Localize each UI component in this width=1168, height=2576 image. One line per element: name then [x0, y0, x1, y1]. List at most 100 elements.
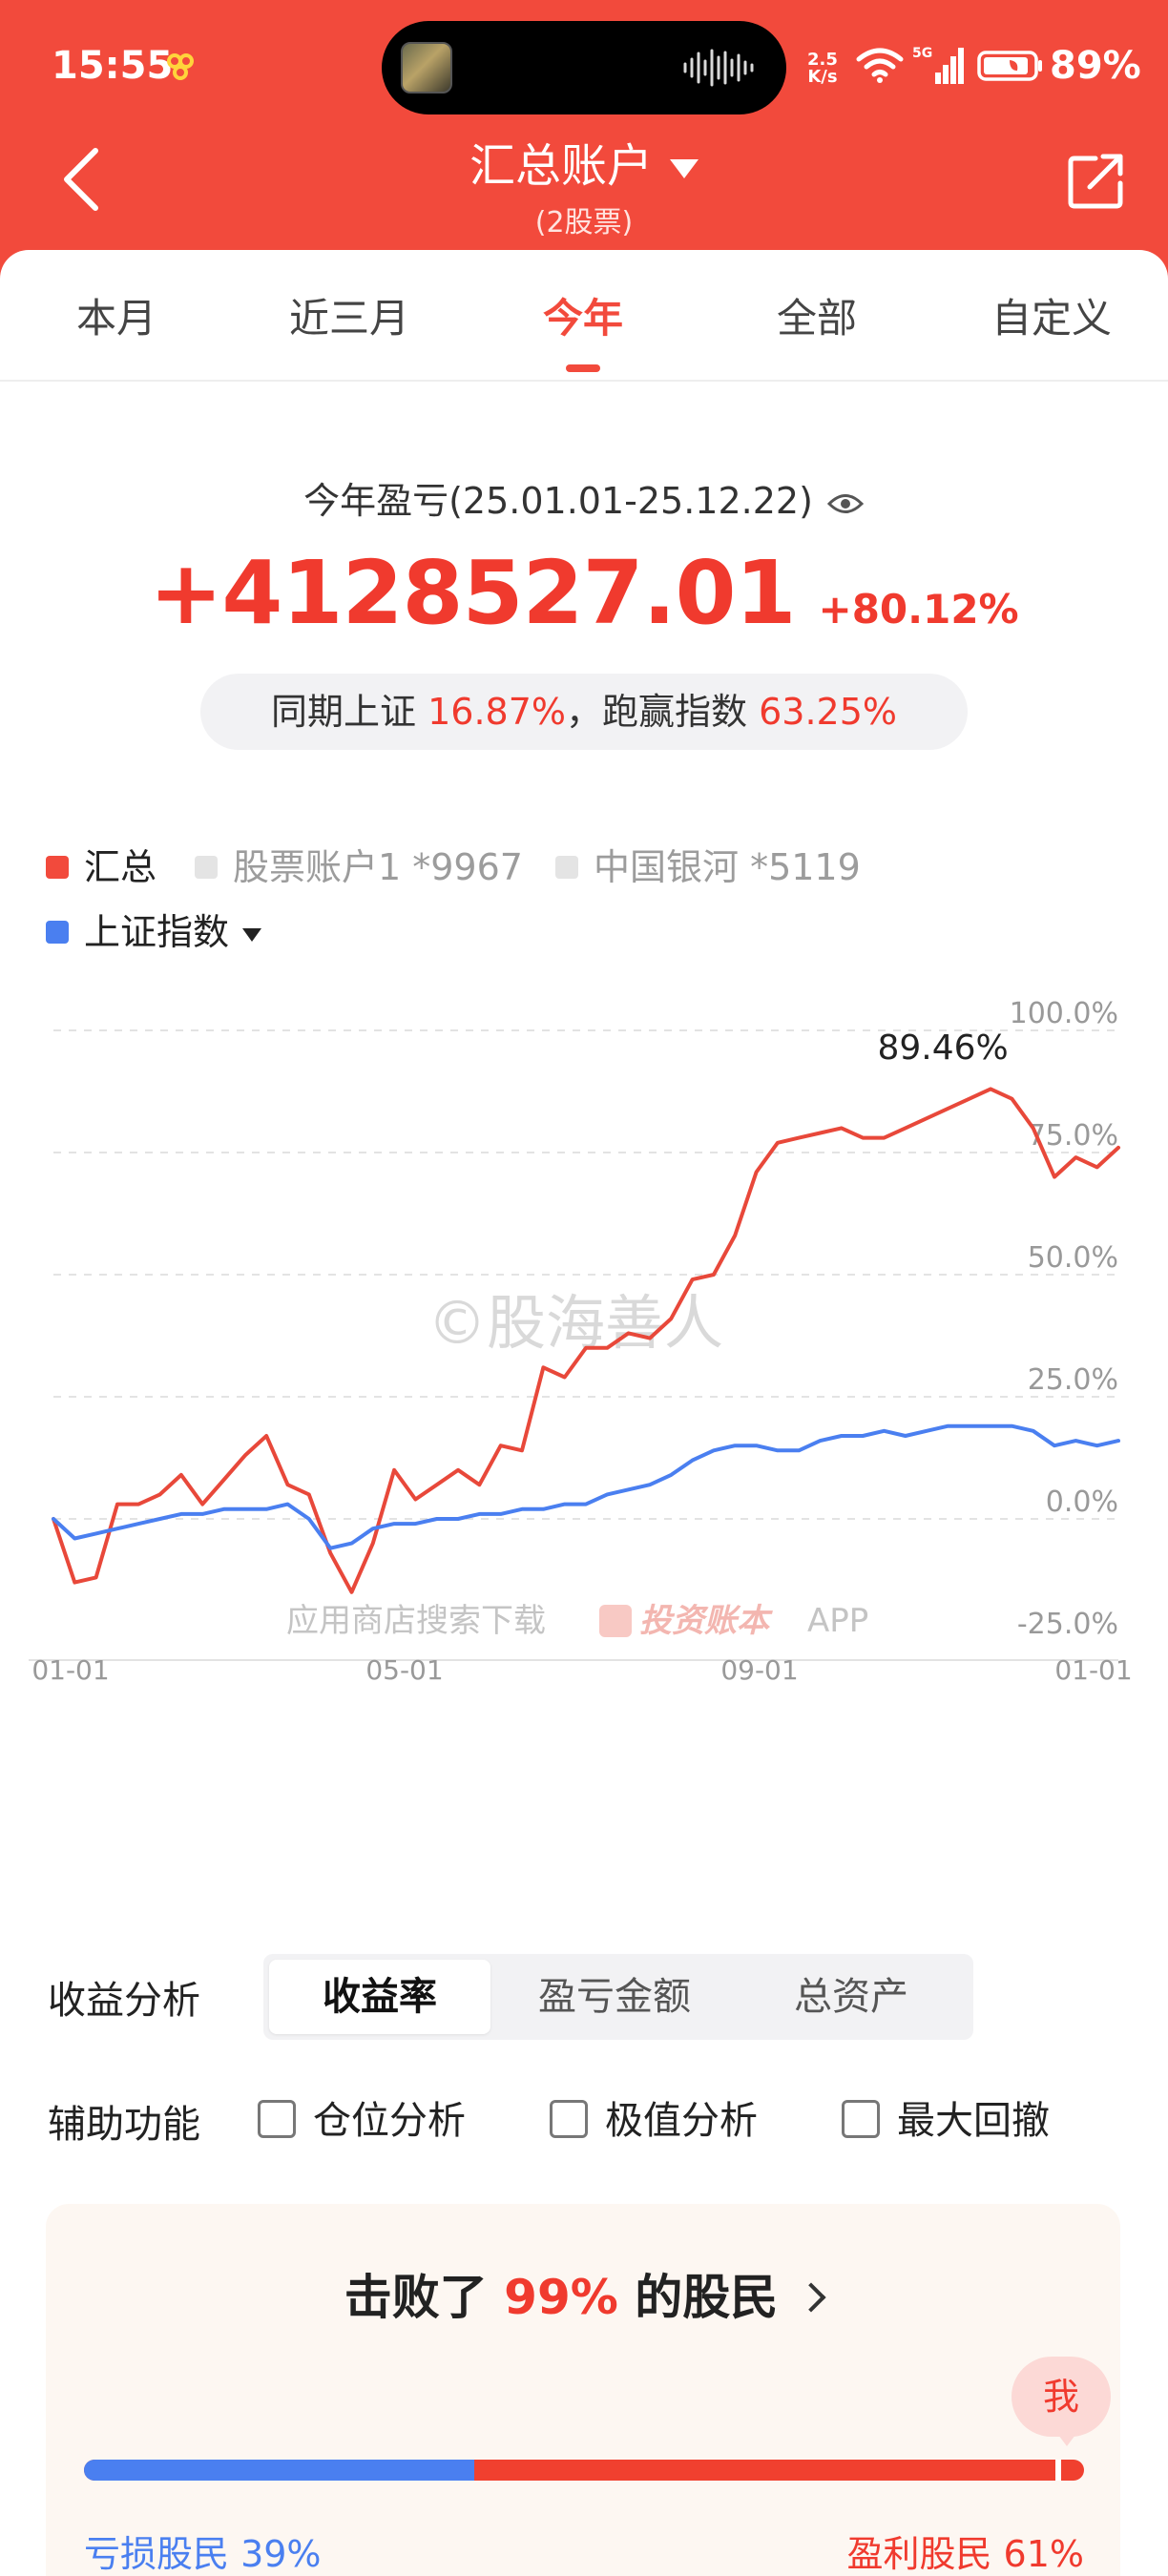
battery-icon — [977, 51, 1042, 81]
series-line-total — [52, 1087, 1120, 1594]
pnl-period-text: 今年盈亏(25.01.01-25.12.22) — [303, 480, 813, 522]
network-type-label: 5G — [912, 46, 932, 61]
rank-suffix: 的股民 — [635, 2270, 779, 2325]
legend-swatch-account1 — [195, 855, 218, 879]
dropdown-caret-icon — [670, 159, 699, 178]
y-tick-label: 50.0% — [1028, 1241, 1118, 1275]
index-dropdown-icon — [242, 927, 262, 942]
chart-svg: 100.0%75.0%50.0%25.0%0.0%-25.0%01-01 05-0… — [29, 997, 1133, 1686]
page-title: 汇总账户 — [469, 139, 653, 193]
rank-card[interactable]: 击败了 99% 的股民 我 亏损股民 39% 盈利股民 61% — [46, 2204, 1120, 2576]
x-tick-label: 01-01 — [31, 1654, 109, 1686]
legend-swatch-index — [46, 920, 69, 944]
notification-app-icon — [167, 53, 194, 80]
eye-icon[interactable] — [826, 489, 865, 518]
audio-wave-icon — [683, 49, 754, 87]
y-tick-label: 100.0% — [1010, 997, 1118, 1030]
period-tabs: 本月 近三月 今年 全部 自定义 — [0, 277, 1168, 382]
legend-total-label: 汇总 — [84, 846, 157, 888]
me-position-marker — [1055, 2460, 1061, 2481]
account-selector[interactable]: 汇总账户 — [0, 128, 1168, 195]
pnl-amount: +4128527.01 — [149, 542, 796, 644]
rank-bar — [84, 2460, 1084, 2481]
series-line-index — [52, 1423, 1120, 1550]
status-time: 15:55 — [52, 44, 174, 88]
return-chart[interactable]: 100.0% 75.0% 50.0% 25.0% 0.0% -25.0% 01-01 05-0… — [0, 983, 1168, 1860]
tab-three-months[interactable]: 近三月 — [288, 295, 409, 342]
promo-text: 应用商店搜索下载 — [286, 1602, 546, 1640]
promo-brand-icon — [599, 1605, 632, 1637]
legend-index[interactable]: 上证指数 — [46, 903, 262, 955]
x-tick-label: 01-01 — [1054, 1654, 1132, 1686]
check-position-analysis[interactable]: 仓位分析 — [258, 2089, 466, 2145]
y-tick-label: 25.0% — [1028, 1363, 1118, 1397]
rank-title[interactable]: 击败了 99% 的股民 — [46, 2259, 1120, 2328]
seg-total-assets[interactable]: 总资产 — [794, 1975, 908, 2019]
analysis-segment: 收益率 盈亏金额 总资产 — [263, 1954, 973, 2040]
checkbox-extreme[interactable] — [550, 2100, 588, 2138]
legend-account1-label: 股票账户1 *9967 — [233, 846, 523, 888]
page-subtitle: (2股票) — [534, 206, 634, 239]
tab-this-year-label: 今年 — [542, 295, 623, 342]
chart-watermark: ©股海善人 — [428, 1288, 723, 1358]
legend-total[interactable]: 汇总 — [46, 838, 156, 890]
pnl-value-row: +4128527.01 +80.12% — [0, 542, 1168, 644]
checkbox-drawdown[interactable] — [842, 2100, 880, 2138]
tab-custom[interactable]: 自定义 — [991, 295, 1112, 342]
rank-prefix: 击败了 — [344, 2270, 488, 2325]
profit-investors-label: 盈利股民 61% — [846, 2533, 1084, 2575]
share-button[interactable] — [1067, 153, 1126, 210]
y-tick-label: -25.0% — [1017, 1608, 1118, 1641]
check-position-label: 仓位分析 — [313, 2099, 466, 2143]
rank-bar-loss — [84, 2460, 474, 2481]
battery-level: 89% — [1050, 44, 1141, 88]
media-thumbnail — [401, 42, 452, 93]
peak-label: 89.46% — [877, 1028, 1008, 1068]
legend-account2[interactable]: 中国银河 *5119 — [555, 838, 861, 890]
tab-this-year[interactable]: 今年 — [469, 286, 698, 372]
loss-investors-label: 亏损股民 39% — [84, 2533, 322, 2575]
check-extreme-analysis[interactable]: 极值分析 — [550, 2089, 758, 2145]
x-tick-label: 09-01 — [720, 1654, 798, 1686]
rank-percent: 99% — [504, 2270, 618, 2325]
check-extreme-label: 极值分析 — [605, 2099, 758, 2143]
me-badge-pointer — [1055, 2431, 1078, 2446]
check-max-drawdown[interactable]: 最大回撤 — [842, 2089, 1050, 2145]
seg-pnl-amount[interactable]: 盈亏金额 — [538, 1975, 691, 2019]
x-tick-label: 05-01 — [365, 1654, 443, 1686]
legend-account1[interactable]: 股票账户1 *9967 — [195, 838, 523, 890]
promo-suffix: APP — [807, 1602, 868, 1640]
legend-index-label: 上证指数 — [84, 911, 230, 953]
network-speed-value: 2.5 — [807, 50, 838, 70]
back-button[interactable] — [53, 143, 111, 216]
content-sheet — [0, 250, 1168, 2576]
legend-account2-label: 中国银河 *5119 — [594, 846, 861, 888]
top-bar: 15:55 2.5 K/s 5G — [0, 0, 1168, 286]
tab-all[interactable]: 全部 — [776, 295, 857, 342]
y-tick-label: 0.0% — [1046, 1485, 1118, 1519]
checkbox-position[interactable] — [258, 2100, 296, 2138]
legend-swatch-total — [46, 855, 69, 879]
tab-active-indicator — [566, 364, 600, 372]
signal-icon: 5G — [912, 46, 964, 84]
beat-index-value: 63.25% — [759, 691, 898, 733]
pnl-period-label: 今年盈亏(25.01.01-25.12.22) — [0, 471, 1168, 524]
network-speed-unit: K/s — [807, 67, 838, 87]
wifi-icon — [856, 48, 904, 83]
network-speed: 2.5 K/s — [807, 52, 838, 86]
dynamic-island[interactable] — [382, 21, 786, 114]
aux-label: 辅助功能 — [48, 2103, 200, 2147]
index-comparison: 同期上证 16.87%，跑赢指数 63.25% — [200, 674, 968, 750]
seg-return-rate[interactable]: 收益率 — [269, 1960, 490, 2034]
legend-swatch-account2 — [555, 855, 578, 879]
promo-brand: 投资账本 — [639, 1602, 773, 1640]
tab-this-month[interactable]: 本月 — [75, 295, 156, 342]
analysis-label: 收益分析 — [48, 1979, 200, 2023]
check-drawdown-label: 最大回撤 — [897, 2099, 1050, 2143]
index-return: 16.87% — [428, 691, 566, 733]
compare-mid: ，跑赢指数 — [566, 691, 748, 733]
compare-prefix: 同期上证 — [270, 691, 416, 733]
me-badge: 我 — [1012, 2357, 1111, 2437]
pnl-percent: +80.12% — [818, 586, 1019, 633]
chevron-right-icon — [796, 2281, 826, 2313]
